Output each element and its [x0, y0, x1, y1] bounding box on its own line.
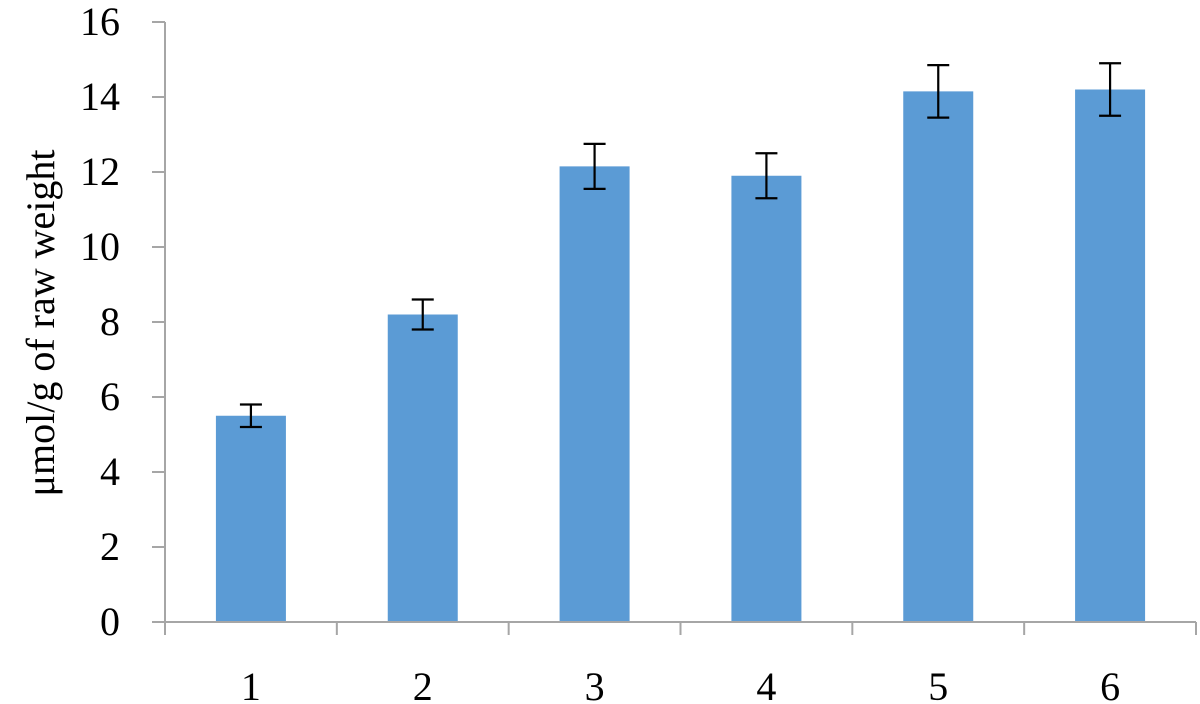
y-tick-label: 10: [80, 224, 120, 269]
bar-1: [215, 415, 286, 622]
y-axis-title: μmol/g of raw weight: [18, 150, 63, 497]
y-tick-label: 2: [100, 524, 120, 569]
x-tick-label: 1: [241, 664, 261, 704]
y-tick-label: 14: [80, 74, 120, 119]
axes: [152, 21, 1197, 635]
x-tick-label: 5: [928, 664, 948, 704]
y-tick-label: 6: [100, 374, 120, 419]
bar-3: [559, 166, 630, 622]
error-bar-6: [1099, 62, 1122, 117]
error-bar-5: [927, 64, 950, 119]
x-tick-label: 3: [585, 664, 605, 704]
bars: [215, 89, 1146, 622]
y-tick-label: 12: [80, 149, 120, 194]
x-tick-label: 4: [756, 664, 776, 704]
bar-4: [731, 175, 802, 622]
bar-2: [387, 314, 458, 622]
y-tick-label: 16: [80, 0, 120, 44]
error-bars: [239, 62, 1122, 429]
bar-5: [903, 91, 974, 622]
error-bar-3: [583, 142, 606, 190]
y-tick-label: 0: [100, 599, 120, 644]
bar-6: [1075, 89, 1146, 622]
x-tick-label: 2: [413, 664, 433, 704]
x-tick-label: 6: [1100, 664, 1120, 704]
y-tick-label: 8: [100, 299, 120, 344]
error-bar-1: [239, 403, 262, 429]
error-bar-4: [755, 152, 778, 200]
error-bar-2: [411, 298, 434, 331]
y-tick-label: 4: [100, 449, 120, 494]
